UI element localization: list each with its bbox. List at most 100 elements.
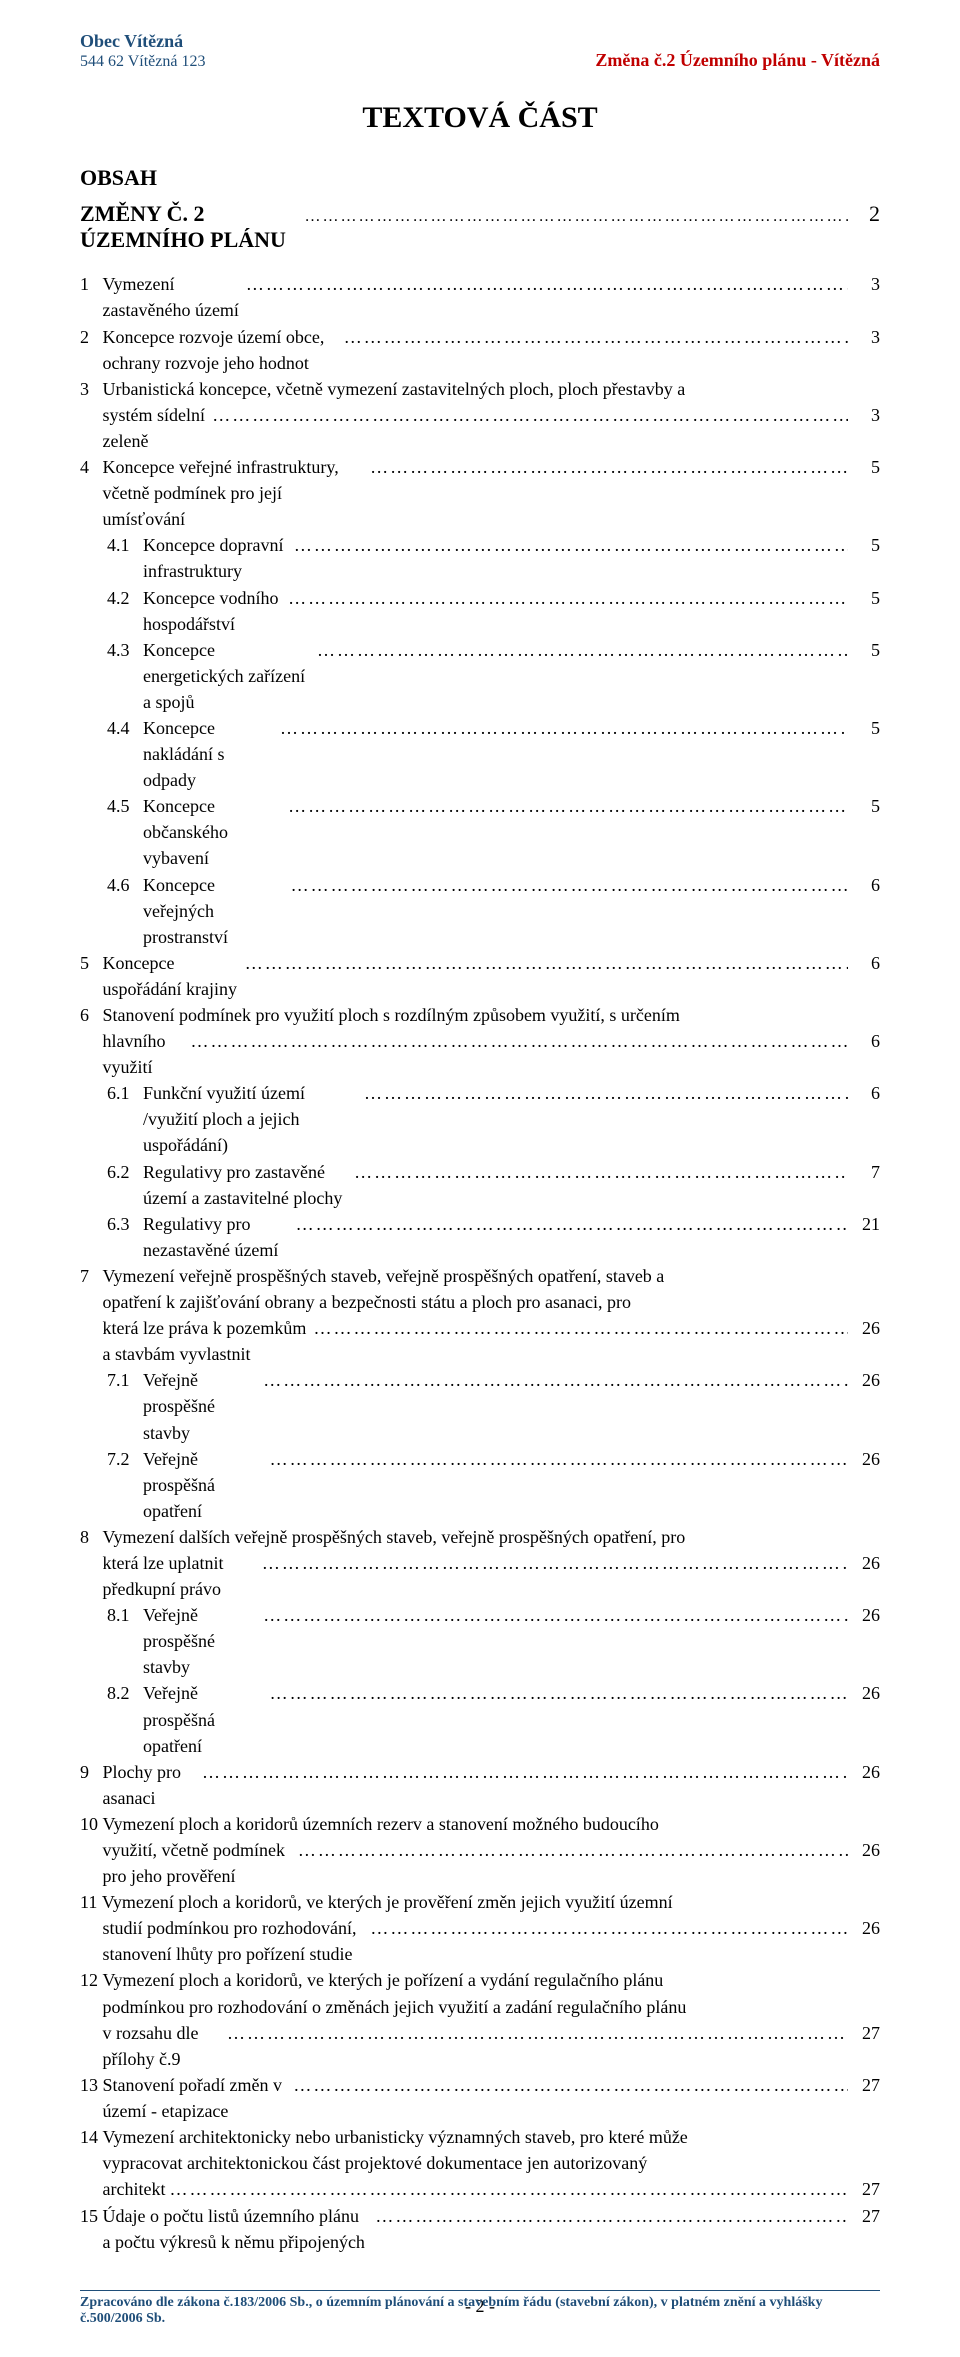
toc-number (80, 1550, 103, 1576)
toc-number: 6.3 (80, 1211, 143, 1237)
toc-row: která lze práva k pozemkům a stavbám vyv… (80, 1315, 880, 1367)
toc-row: systém sídelní zeleně3 (80, 402, 880, 454)
toc-number (80, 1289, 103, 1315)
leader-dots (354, 1159, 848, 1186)
toc-row: 12 Vymezení ploch a koridorů, ve kterých… (80, 1967, 880, 1993)
toc-text: Stanovení pořadí změn v území - etapizac… (103, 2072, 290, 2124)
toc-row: 6.2 Regulativy pro zastavěné území a zas… (80, 1159, 880, 1211)
toc-text: Vymezení architektonicky nebo urbanistic… (103, 2124, 688, 2150)
subheading-page: 2 (852, 201, 880, 227)
toc-text: Plochy pro asanaci (103, 1759, 198, 1811)
leader-dots (305, 208, 849, 227)
page-footer: Zpracováno dle zákona č.183/2006 Sb., o … (80, 2282, 880, 2327)
toc-number: 6 (80, 1002, 103, 1028)
toc-page: 26 (852, 1915, 880, 1941)
toc-number: 4.3 (80, 637, 143, 663)
toc-text: v rozsahu dle přílohy č.9 (103, 2020, 223, 2072)
toc-row: 7.1 Veřejně prospěšné stavby26 (80, 1367, 880, 1445)
toc-row: 4.2 Koncepce vodního hospodářství5 (80, 585, 880, 637)
toc-number (80, 1994, 103, 2020)
leader-dots (364, 1080, 848, 1107)
toc-number: 11 (80, 1889, 102, 1915)
leader-dots (212, 402, 848, 429)
toc-row: opatření k zajišťování obrany a bezpečno… (80, 1289, 880, 1315)
toc-row: 7.2 Veřejně prospěšná opatření26 (80, 1446, 880, 1524)
toc-text: Vymezení ploch a koridorů, ve kterých je… (103, 1967, 664, 1993)
toc-page: 6 (852, 1080, 880, 1106)
toc-text: Veřejně prospěšná opatření (143, 1680, 266, 1758)
toc-page: 27 (852, 2176, 880, 2202)
toc-number (80, 1315, 103, 1341)
toc-page: 5 (852, 454, 880, 480)
leader-dots (375, 2203, 848, 2230)
leader-dots (202, 1759, 848, 1786)
leader-dots (370, 454, 848, 481)
toc-text: Vymezení ploch a koridorů územních rezer… (103, 1811, 659, 1837)
toc-row: 2 Koncepce rozvoje území obce, ochrany r… (80, 324, 880, 376)
toc-page: 26 (852, 1315, 880, 1341)
toc-text: architekt (103, 2176, 166, 2202)
leader-dots (293, 2072, 848, 2099)
toc-page: 5 (852, 637, 880, 663)
toc-row: 13 Stanovení pořadí změn v území - etapi… (80, 2072, 880, 2124)
toc-page: 5 (852, 793, 880, 819)
toc-text: vypracovat architektonickou část projekt… (103, 2150, 648, 2176)
leader-dots (370, 1915, 848, 1942)
toc-text: studií podmínkou pro rozhodování, stanov… (103, 1915, 367, 1967)
table-of-contents: 1 Vymezení zastavěného území32 Koncepce … (80, 271, 880, 2255)
toc-page: 27 (852, 2072, 880, 2098)
toc-number: 6.2 (80, 1159, 143, 1185)
leader-dots (262, 1550, 848, 1577)
toc-text: Koncepce veřejných prostranství (143, 872, 287, 950)
toc-page: 26 (852, 1367, 880, 1393)
toc-text: Vymezení veřejně prospěšných staveb, veř… (103, 1263, 665, 1289)
leader-dots (263, 1367, 848, 1394)
toc-page: 3 (852, 402, 880, 428)
toc-number (80, 1915, 103, 1941)
toc-text: Vymezení ploch a koridorů, ve kterých je… (102, 1889, 673, 1915)
toc-row: 6.3 Regulativy pro nezastavěné území21 (80, 1211, 880, 1263)
toc-number (80, 1028, 103, 1054)
leader-dots (317, 637, 848, 664)
leader-dots (270, 1446, 848, 1473)
leader-dots (263, 1602, 848, 1629)
subheading: ZMĚNY Č. 2 ÚZEMNÍHO PLÁNU (80, 201, 301, 253)
toc-text: Koncepce dopravní infrastruktury (143, 532, 290, 584)
toc-number: 7 (80, 1263, 103, 1289)
toc-text: Koncepce nakládání s odpady (143, 715, 276, 793)
toc-row: 8.1 Veřejně prospěšné stavby26 (80, 1602, 880, 1680)
leader-dots (246, 271, 848, 298)
toc-text: Koncepce vodního hospodářství (143, 585, 284, 637)
toc-number: 8.2 (80, 1680, 143, 1706)
subheading-row: ZMĚNY Č. 2 ÚZEMNÍHO PLÁNU 2 (80, 201, 880, 253)
toc-number: 10 (80, 1811, 103, 1837)
toc-row: 4.1 Koncepce dopravní infrastruktury5 (80, 532, 880, 584)
toc-number (80, 1837, 103, 1863)
toc-row: 4.4 Koncepce nakládání s odpady5 (80, 715, 880, 793)
toc-row: 6.1 Funkční využití území /využití ploch… (80, 1080, 880, 1158)
toc-page: 6 (852, 1028, 880, 1054)
leader-dots (288, 585, 848, 612)
toc-row: 8.2 Veřejně prospěšná opatření26 (80, 1680, 880, 1758)
toc-text: Urbanistická koncepce, včetně vymezení z… (103, 376, 686, 402)
toc-row: 4.3 Koncepce energetických zařízení a sp… (80, 637, 880, 715)
toc-number: 15 (80, 2203, 103, 2229)
footer-rule (80, 2290, 880, 2291)
toc-text: která lze práva k pozemkům a stavbám vyv… (103, 1315, 310, 1367)
toc-row: 10 Vymezení ploch a koridorů územních re… (80, 1811, 880, 1837)
toc-text: Veřejně prospěšné stavby (143, 1367, 259, 1445)
toc-number: 9 (80, 1759, 103, 1785)
toc-row: architekt 27 (80, 2176, 880, 2203)
toc-text: Regulativy pro zastavěné území a zastavi… (143, 1159, 350, 1211)
toc-number (80, 2020, 103, 2046)
leader-dots (245, 950, 848, 977)
toc-row: 5 Koncepce uspořádání krajiny6 (80, 950, 880, 1002)
main-title: TEXTOVÁ ČÁST (80, 101, 880, 135)
toc-row: která lze uplatnit předkupní právo26 (80, 1550, 880, 1602)
toc-text: Koncepce rozvoje území obce, ochrany roz… (103, 324, 340, 376)
toc-number: 2 (80, 324, 103, 350)
toc-row: využití, včetně podmínek pro jeho prověř… (80, 1837, 880, 1889)
toc-page: 27 (852, 2020, 880, 2046)
toc-page: 26 (852, 1550, 880, 1576)
toc-page: 26 (852, 1759, 880, 1785)
